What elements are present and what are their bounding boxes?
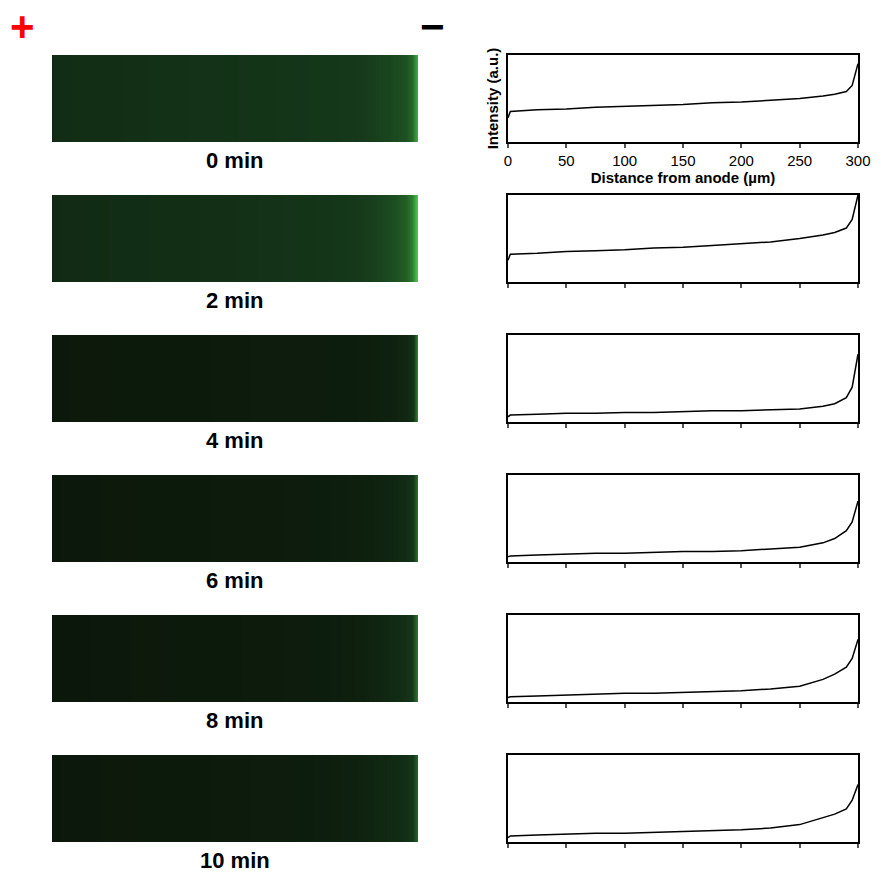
svg-text:300: 300 — [845, 152, 870, 169]
svg-text:Intensity (a.u.): Intensity (a.u.) — [484, 48, 501, 150]
svg-text:Distance from anode (µm): Distance from anode (µm) — [591, 169, 776, 186]
svg-text:0: 0 — [504, 152, 512, 169]
svg-text:0 min: 0 min — [206, 148, 263, 173]
svg-text:250: 250 — [787, 152, 812, 169]
svg-text:50: 50 — [558, 152, 575, 169]
svg-text:100: 100 — [612, 152, 637, 169]
svg-text:150: 150 — [670, 152, 695, 169]
svg-text:4 min: 4 min — [206, 428, 263, 453]
svg-text:10 min: 10 min — [200, 848, 270, 873]
svg-text:200: 200 — [729, 152, 754, 169]
svg-text:8 min: 8 min — [206, 708, 263, 733]
svg-text:−: − — [420, 3, 445, 50]
svg-text:2 min: 2 min — [206, 288, 263, 313]
svg-text:6 min: 6 min — [206, 568, 263, 593]
svg-text:+: + — [10, 3, 35, 50]
